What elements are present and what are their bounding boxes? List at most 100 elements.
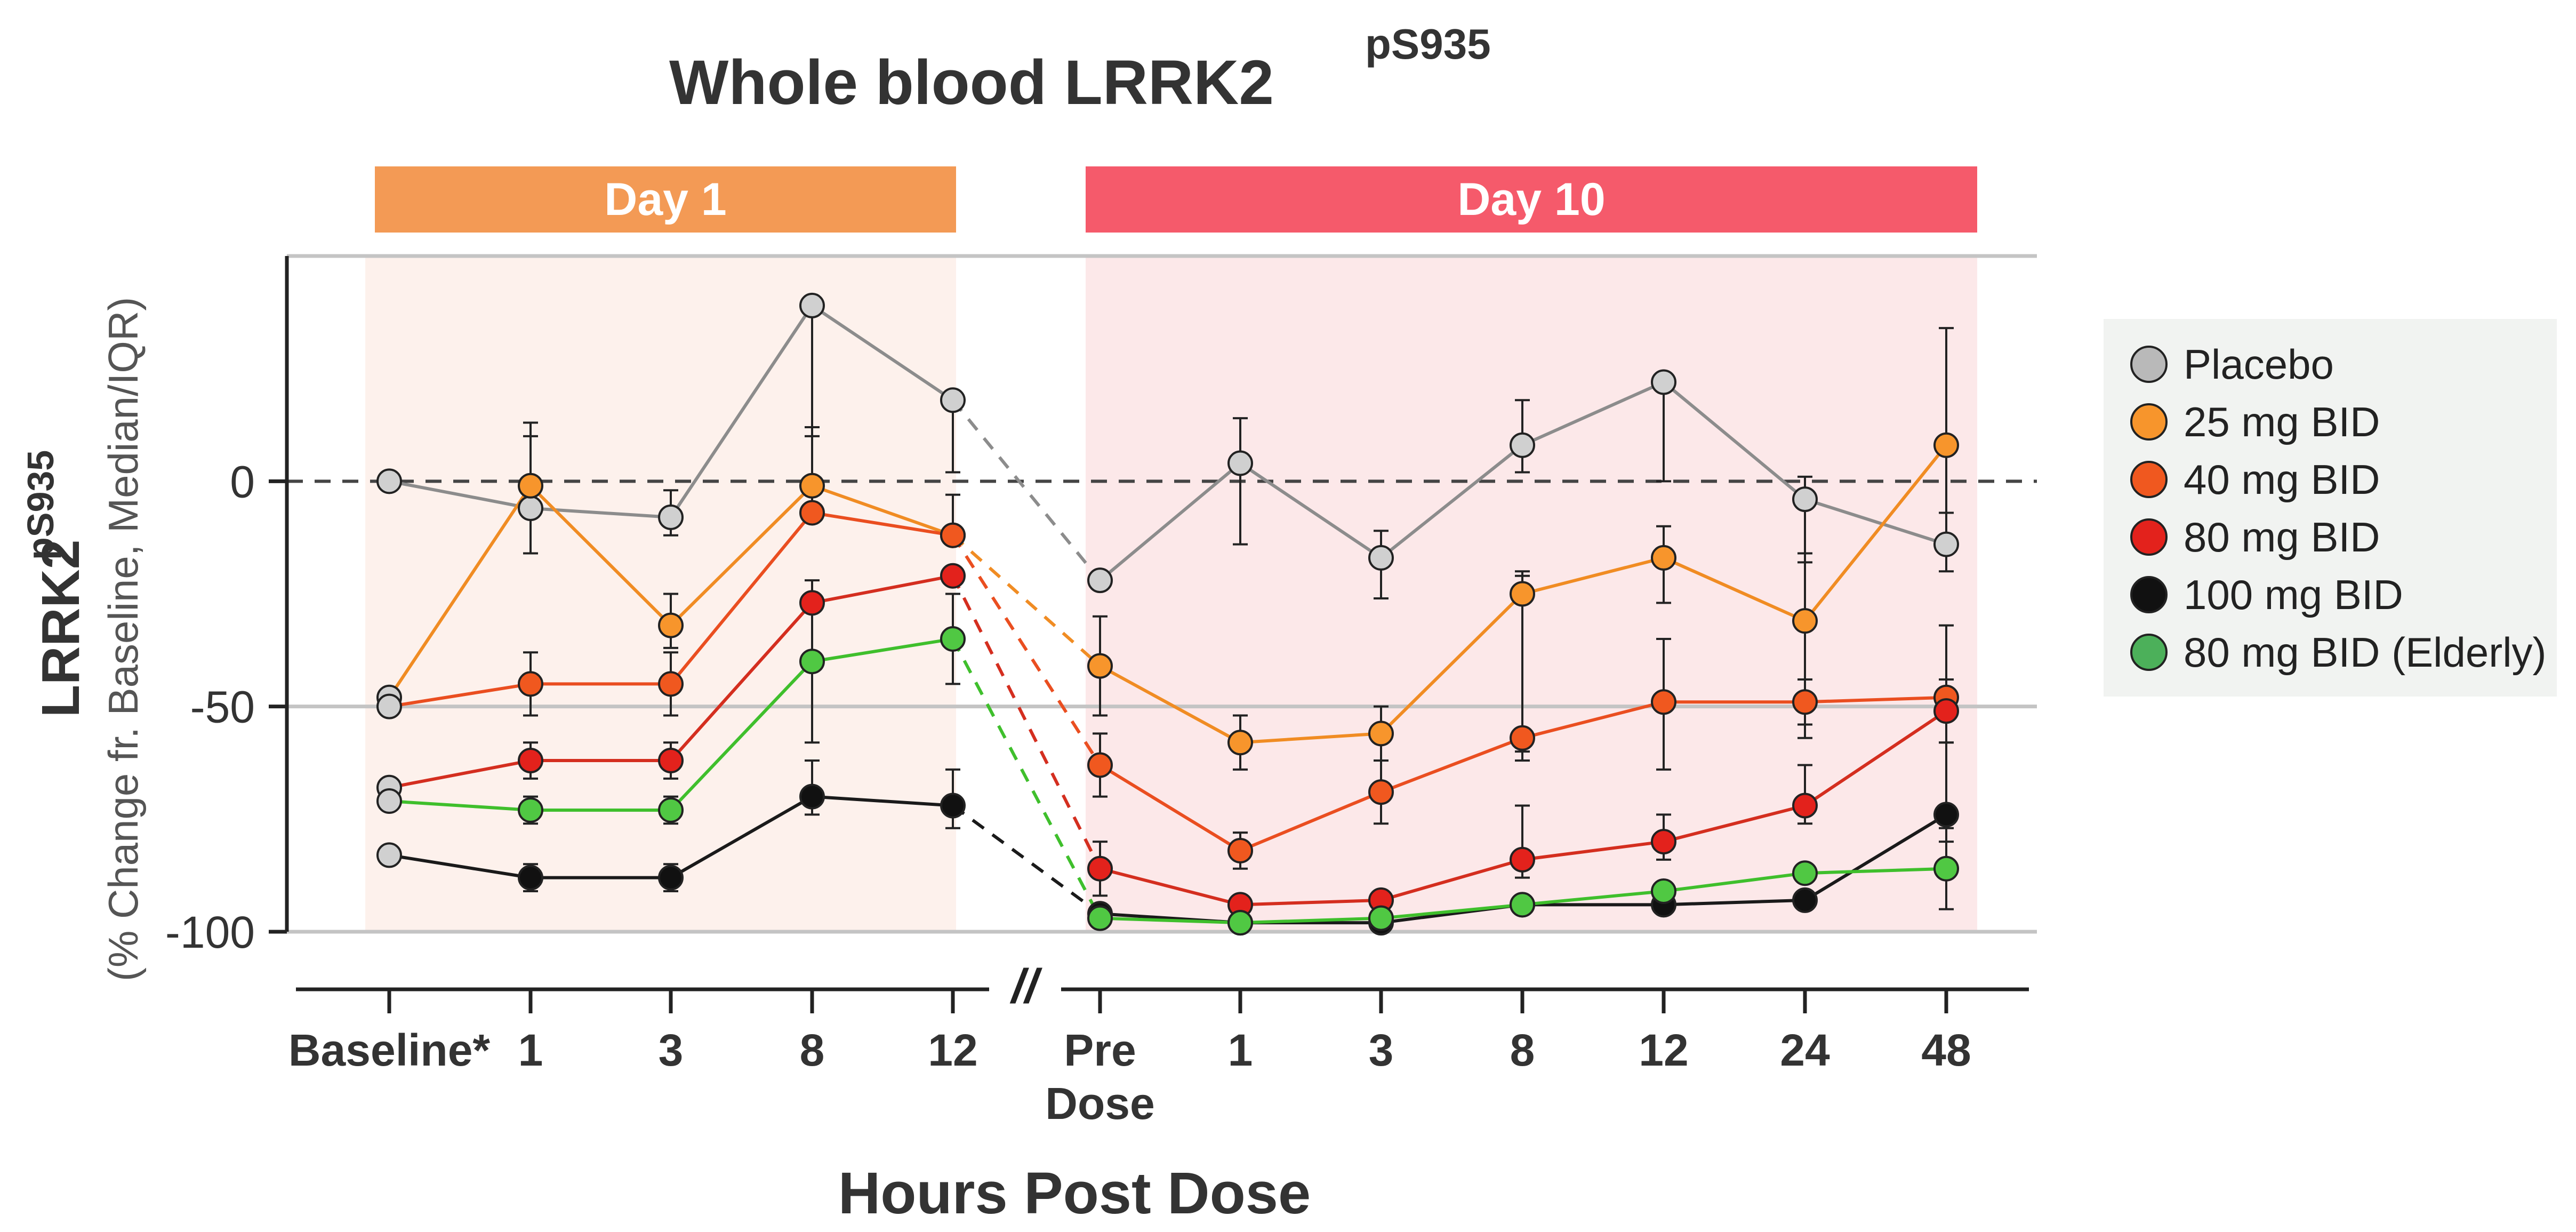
series-line-segment (951, 575, 1102, 870)
series-line-segment (669, 484, 814, 627)
series-line-segment (1804, 813, 1947, 902)
series-line-segment (1381, 858, 1523, 902)
data-point (1227, 730, 1253, 756)
series-line-segment (1100, 867, 1241, 907)
series-line-segment (1663, 871, 1805, 893)
series-line-segment (1099, 462, 1241, 582)
data-point (518, 797, 543, 823)
data-point (1087, 905, 1113, 931)
data-point (1368, 905, 1394, 931)
legend-marker (2130, 461, 2168, 498)
series-line-segment (951, 638, 1102, 919)
series-line-segment (389, 799, 531, 812)
series-line-segment (812, 511, 953, 537)
legend-label: 100 mg BID (2184, 571, 2403, 618)
series-line-segment (1239, 462, 1382, 559)
chart-title-superscript: pS935 (1365, 20, 1491, 68)
legend-label: 40 mg BID (2184, 456, 2380, 503)
data-point (940, 626, 966, 652)
series-line-segment (1099, 763, 1241, 852)
data-point (1792, 887, 1818, 913)
series-points (376, 292, 1959, 936)
data-point (799, 590, 825, 616)
x-tick-label: 3 (1369, 1025, 1394, 1075)
series-line-segment (1804, 709, 1947, 807)
data-point (940, 522, 966, 548)
grid-lines (287, 254, 2037, 934)
data-point (376, 842, 402, 868)
data-point (658, 748, 684, 774)
x-tick-label: Baseline* (288, 1025, 491, 1075)
legend-marker (2130, 346, 2168, 383)
data-point (658, 671, 684, 697)
legend-marker (2130, 403, 2168, 441)
period-banner-label: Day 10 (1457, 174, 1605, 225)
y-axis-label: LRRK2 pS935 (% Change fr. Baseline, Medi… (20, 297, 147, 981)
series-line-segment (389, 682, 531, 708)
data-point (1368, 545, 1394, 571)
series-line-segment (1380, 444, 1523, 559)
series-line-segment (1803, 444, 1948, 622)
series-line-segment (1663, 804, 1805, 843)
data-point (376, 788, 402, 814)
x-tick-label: 1 (1228, 1025, 1253, 1075)
legend-box (2104, 319, 2557, 697)
period-bands: Day 1 Day 10 (365, 166, 1977, 932)
data-point (658, 504, 684, 530)
chart-title: Whole blood LRRK2 pS935 (669, 20, 1491, 118)
data-point (1933, 432, 1959, 458)
series-line-segment (1663, 556, 1806, 622)
data-point (1933, 802, 1959, 828)
data-point (1792, 608, 1818, 634)
data-point (658, 612, 684, 638)
x-axis-label: Hours Post Dose (838, 1161, 1311, 1226)
series-line-segment (1240, 916, 1382, 925)
series-line-segment (1522, 556, 1664, 596)
series-line-segment (389, 853, 531, 879)
series-line-segment (1521, 380, 1665, 447)
x-tick-label: 8 (1510, 1025, 1535, 1075)
series-line-segment (1663, 898, 1805, 907)
y-tick-label: 0 (230, 457, 255, 507)
series-line-segment (952, 534, 1101, 667)
series-line-segment (669, 602, 814, 762)
data-point (1510, 725, 1535, 751)
data-point (1368, 721, 1394, 747)
data-point (1087, 752, 1113, 778)
legend-marker (2130, 576, 2168, 613)
series-line-segment (812, 484, 953, 537)
data-point (1933, 855, 1959, 882)
data-point (1792, 689, 1818, 715)
data-point (799, 500, 825, 526)
data-point (518, 865, 543, 891)
data-point (1933, 698, 1959, 724)
data-point (940, 387, 966, 413)
period-banner-2 (1086, 166, 1977, 233)
data-point (518, 495, 543, 522)
data-point (1651, 689, 1676, 715)
series-line-segment (529, 484, 672, 627)
series-line-segment (1099, 665, 1241, 744)
series-line-segment (1804, 498, 1947, 546)
series-line-segment (1240, 898, 1382, 907)
data-point (940, 563, 966, 589)
x-tick-label: Pre (1064, 1025, 1136, 1075)
data-point (1510, 846, 1535, 873)
data-point (1651, 369, 1676, 395)
chart-title-text: Whole blood LRRK2 (669, 47, 1274, 118)
data-point (518, 748, 543, 774)
data-point (1792, 860, 1818, 886)
series-line-segment (812, 574, 953, 605)
legend-label: Placebo (2184, 341, 2334, 388)
data-point (376, 693, 402, 719)
axis-break-symbol: // (1009, 960, 1042, 1013)
data-point (1510, 432, 1535, 458)
series-line-segment (1522, 889, 1664, 907)
data-point (799, 783, 825, 810)
series-line-segment (1100, 916, 1241, 925)
series-line-segment (388, 485, 532, 699)
series-line-segment (951, 534, 1102, 766)
data-point (1227, 450, 1253, 476)
